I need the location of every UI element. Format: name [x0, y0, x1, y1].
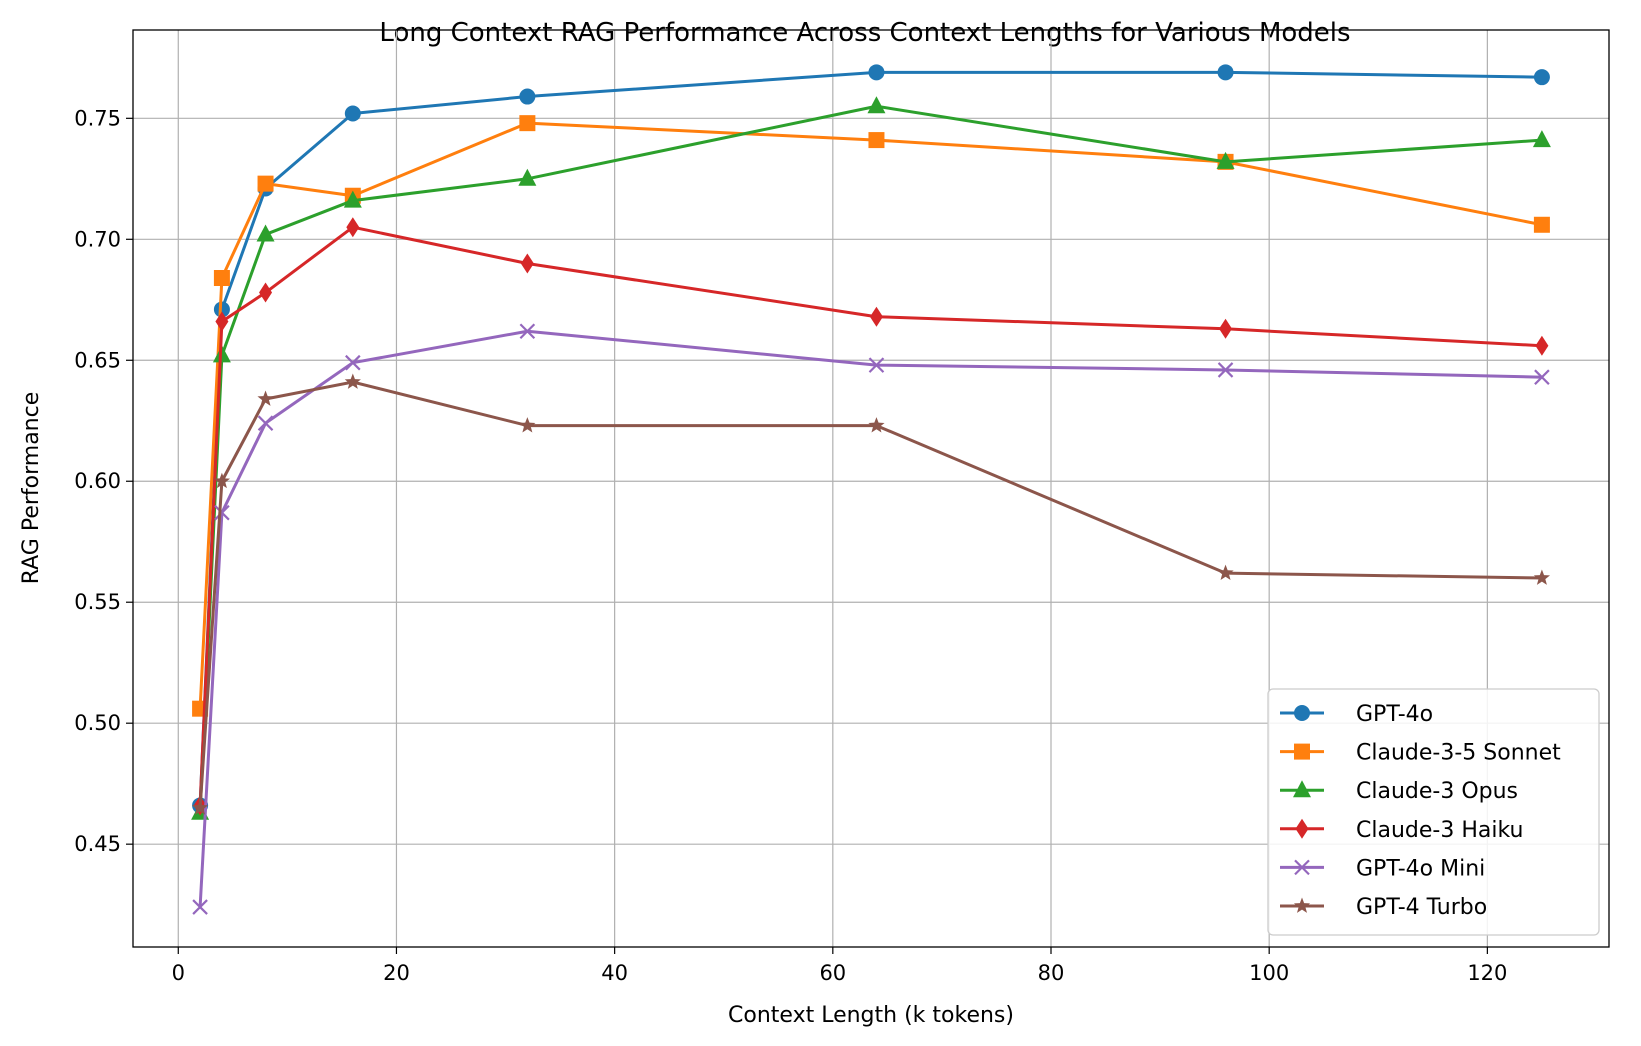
y-tick-label: 0.60 [74, 469, 121, 493]
legend-label: GPT-4 Turbo [1356, 895, 1487, 920]
data-point [868, 132, 884, 148]
y-tick-label: 0.70 [74, 227, 121, 251]
data-point [1218, 64, 1234, 80]
y-tick-label: 0.50 [74, 711, 121, 735]
y-tick-label: 0.75 [74, 106, 121, 130]
y-axis-label: RAG Performance [19, 392, 44, 585]
y-tick-label: 0.65 [74, 348, 121, 372]
legend-label: Claude-3-5 Sonnet [1356, 741, 1561, 766]
x-tick-label: 20 [383, 961, 410, 985]
x-tick-label: 60 [819, 961, 846, 985]
data-point [519, 115, 535, 131]
legend-marker [1294, 744, 1310, 760]
data-point [345, 105, 361, 121]
line-chart: Long Context RAG Performance Across Cont… [0, 0, 1641, 1046]
data-point [1534, 69, 1550, 85]
data-point [868, 64, 884, 80]
legend-label: GPT-4o [1356, 702, 1433, 727]
legend: GPT-4o Claude-3-5 Sonnet Claude-3 Opus Clau… [1268, 689, 1599, 935]
x-tick-label: 0 [172, 961, 185, 985]
y-tick-label: 0.45 [74, 832, 121, 856]
data-point [519, 89, 535, 105]
legend-label: Claude-3 Opus [1356, 779, 1518, 804]
x-tick-label: 100 [1249, 961, 1289, 985]
x-tick-label: 80 [1038, 961, 1065, 985]
chart-title: Long Context RAG Performance Across Cont… [379, 18, 1350, 48]
x-tick-label: 40 [601, 961, 628, 985]
legend-label: GPT-4o Mini [1356, 856, 1485, 881]
data-point [214, 270, 230, 286]
legend-label: Claude-3 Haiku [1356, 818, 1523, 843]
x-tick-label: 120 [1467, 961, 1507, 985]
data-point [258, 176, 274, 192]
y-tick-label: 0.55 [74, 590, 121, 614]
x-axis-label: Context Length (k tokens) [728, 1003, 1014, 1028]
data-point [1534, 217, 1550, 233]
legend-marker [1294, 705, 1310, 721]
